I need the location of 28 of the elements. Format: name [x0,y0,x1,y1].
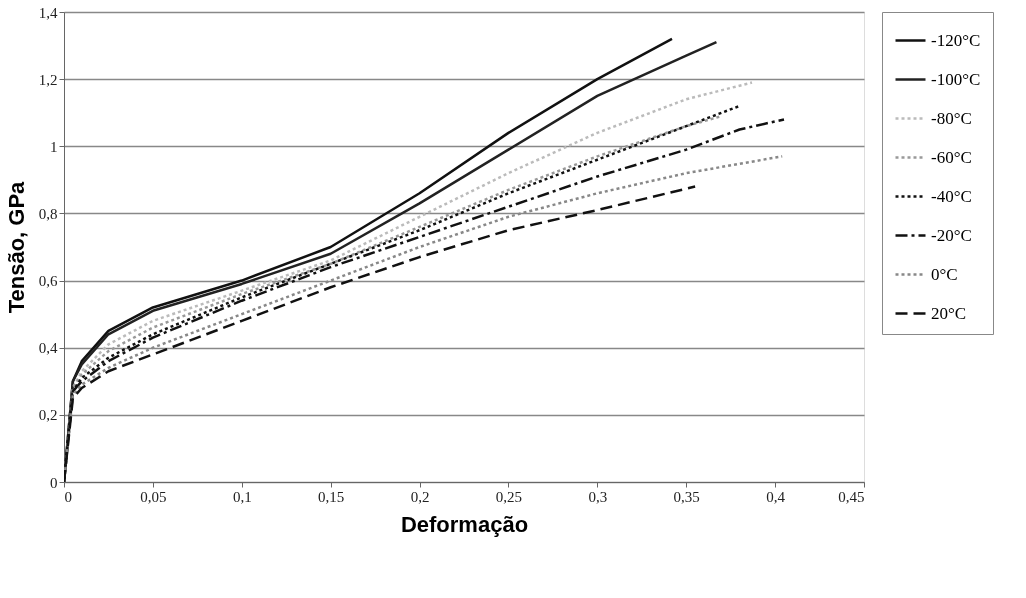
x-tick-label: 0,25 [495,488,523,505]
y-tick-label: 1,2 [38,71,58,88]
legend-label: 20°C [931,303,967,323]
x-tick-label: 0,4 [766,488,786,505]
x-tick-label: 0,15 [318,488,345,505]
y-tick-label: 0,2 [38,407,58,424]
x-tick-label: 0,35 [673,488,700,505]
y-tick-label: 1 [50,138,58,155]
y-tick-label: 0,8 [38,205,58,222]
y-axis-title: Tensão, GPa [3,180,29,314]
x-tick-label: 0,05 [140,488,167,505]
legend-label: 0°C [931,264,958,284]
legend-label: -80°C [931,108,972,128]
x-tick-label: 0,3 [588,488,608,505]
x-tick-label: 0,1 [232,488,252,505]
legend-label: -60°C [931,147,972,167]
y-tick-label: 0 [50,474,58,491]
x-tick-label: 0,2 [410,488,430,505]
x-axis-title: Deformação [400,511,529,537]
legend-label: -20°C [931,225,972,245]
y-tick-label: 0,6 [38,273,58,290]
y-tick-label: 1,4 [38,4,58,21]
legend-label: -120°C [931,30,981,50]
x-tick-label: 0,45 [838,488,865,505]
x-tick-label: 0 [64,488,72,505]
y-tick-label: 0,4 [38,340,58,357]
legend-label: -100°C [931,69,981,89]
legend-label: -40°C [931,186,972,206]
